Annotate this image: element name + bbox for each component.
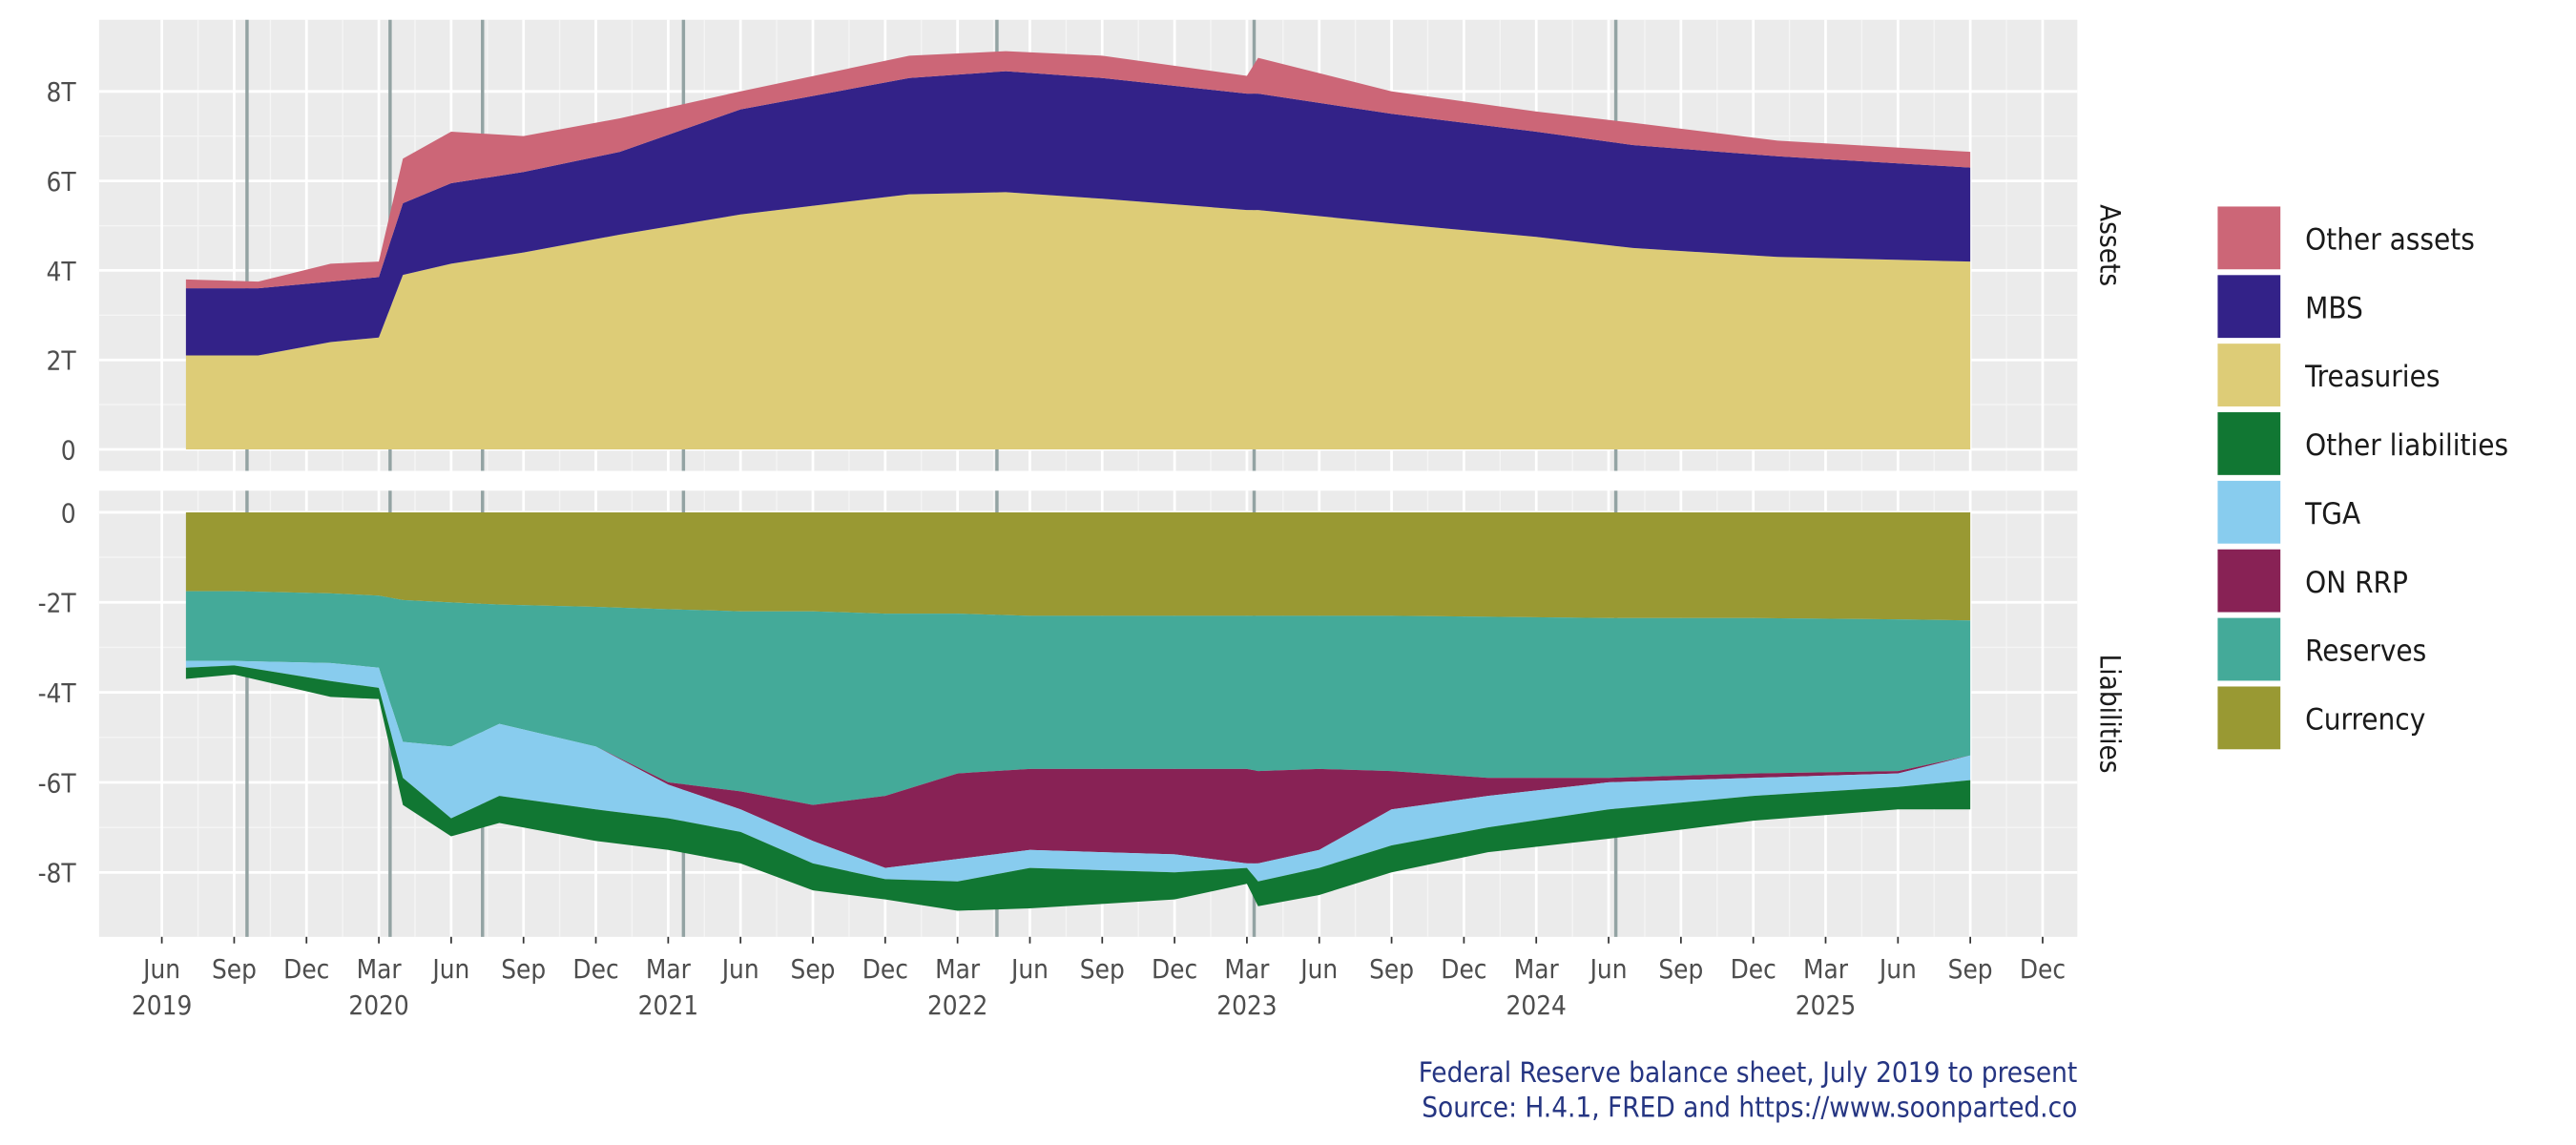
strip-label-liabilities: Liabilities bbox=[2094, 655, 2127, 774]
x-tick-label: Sep bbox=[1080, 953, 1125, 985]
x-year-label: 2024 bbox=[1506, 989, 1567, 1021]
area-mbs bbox=[185, 71, 1971, 356]
x-tick-label: Jun bbox=[720, 953, 759, 985]
x-year-label: 2020 bbox=[348, 989, 408, 1021]
legend-item: Reserves bbox=[2217, 617, 2426, 681]
panel-assets: 0 2T 4T 6T 8T Assets bbox=[47, 19, 2127, 471]
legend-swatch bbox=[2217, 549, 2281, 613]
legend-item: MBS bbox=[2217, 275, 2363, 339]
legend-label: ON RRP bbox=[2305, 566, 2408, 600]
area-other-assets bbox=[185, 51, 1971, 289]
area-currency bbox=[185, 511, 1971, 621]
legend-item: ON RRP bbox=[2217, 549, 2408, 613]
legend-swatch bbox=[2217, 686, 2281, 750]
legend-item: Treasuries bbox=[2217, 344, 2440, 406]
legend-label: Reserves bbox=[2305, 635, 2426, 669]
area-reserves bbox=[185, 591, 1971, 805]
caption-title: Federal Reserve balance sheet, July 2019… bbox=[1419, 1056, 2078, 1089]
x-tick-label: Dec bbox=[572, 953, 618, 985]
y-tick-label: 4T bbox=[47, 256, 77, 287]
legend-swatch bbox=[2217, 275, 2281, 339]
legend-label: Other assets bbox=[2305, 222, 2475, 257]
x-tick-label: Jun bbox=[430, 953, 469, 985]
x-tick-label: Dec bbox=[1731, 953, 1776, 985]
x-tick-label: Sep bbox=[1948, 953, 1993, 985]
legend-label: TGA bbox=[2304, 497, 2360, 531]
legend-label: Currency bbox=[2305, 702, 2425, 737]
x-tick-label: Sep bbox=[501, 953, 546, 985]
y-tick-label: 8T bbox=[47, 76, 77, 108]
x-tick-label: Sep bbox=[1658, 953, 1703, 985]
y-tick-label: 2T bbox=[47, 345, 77, 377]
x-tick-label: Sep bbox=[791, 953, 836, 985]
x-year-label: 2021 bbox=[638, 989, 698, 1021]
legend-item: Other liabilities bbox=[2217, 412, 2508, 475]
area-other-liabilities bbox=[185, 665, 1971, 911]
y-tick-label: -4T bbox=[38, 677, 77, 709]
legend-swatch bbox=[2217, 344, 2281, 406]
panel-liabilities: 0 -2T -4T -6T -8T Liabilities bbox=[38, 490, 2127, 937]
legend-label: Treasuries bbox=[2304, 360, 2440, 394]
x-tick-label: Mar bbox=[357, 953, 403, 985]
legend-item: Currency bbox=[2217, 686, 2425, 750]
x-tick-label: Dec bbox=[1152, 953, 1197, 985]
legend-swatch bbox=[2217, 412, 2281, 475]
area-tga bbox=[185, 660, 1971, 882]
legend: Other assets MBS Treasuries Other liabiliti… bbox=[2217, 206, 2508, 750]
x-tick-label: Mar bbox=[646, 953, 692, 985]
x-tick-label: Jun bbox=[1589, 953, 1628, 985]
x-tick-label: Sep bbox=[1369, 953, 1414, 985]
legend-item: TGA bbox=[2217, 480, 2360, 544]
x-tick-label: Jun bbox=[1009, 953, 1049, 985]
x-tick-label: Jun bbox=[1878, 953, 1917, 985]
area-treasuries bbox=[185, 192, 1971, 449]
panels: 0 2T 4T 6T 8T Assets 0 -2T -4T -6T -8T Liabilities bbox=[38, 19, 2127, 937]
x-tick-label: Dec bbox=[283, 953, 329, 985]
x-tick-label: Mar bbox=[935, 953, 981, 985]
legend-swatch bbox=[2217, 617, 2281, 681]
x-tick-label: Dec bbox=[862, 953, 908, 985]
x-tick-label: Jun bbox=[1298, 953, 1338, 985]
x-tick-label: Sep bbox=[212, 953, 257, 985]
y-tick-label: 6T bbox=[47, 166, 77, 198]
x-year-label: 2022 bbox=[927, 989, 987, 1021]
x-year-label: 2025 bbox=[1796, 989, 1856, 1021]
x-tick-label: Mar bbox=[1224, 953, 1270, 985]
strip-label-assets: Assets bbox=[2094, 204, 2127, 286]
area-on-rrp bbox=[185, 660, 1971, 868]
x-tick-label: Dec bbox=[2020, 953, 2066, 985]
x-tick-label: Dec bbox=[1441, 953, 1486, 985]
x-axis: Jun 2019 Sep Dec Mar 2020 Jun Sep Dec Mar 2021 Jun S… bbox=[132, 936, 2066, 1021]
y-tick-label: 0 bbox=[61, 497, 76, 529]
x-year-label: 2019 bbox=[132, 989, 192, 1021]
caption-source: Source: H.4.1, FRED and https://www.soon… bbox=[1422, 1092, 2077, 1124]
legend-label: Other liabilities bbox=[2305, 428, 2508, 463]
legend-label: MBS bbox=[2305, 291, 2363, 325]
x-tick-label: Jun bbox=[141, 953, 180, 985]
legend-item: Other assets bbox=[2217, 206, 2475, 270]
legend-swatch bbox=[2217, 480, 2281, 544]
y-tick-label: -2T bbox=[38, 588, 77, 619]
y-tick-label: 0 bbox=[61, 434, 76, 466]
x-year-label: 2023 bbox=[1216, 989, 1277, 1021]
x-tick-label: Mar bbox=[1514, 953, 1560, 985]
y-tick-label: -6T bbox=[38, 767, 77, 799]
y-tick-label: -8T bbox=[38, 858, 77, 889]
legend-swatch bbox=[2217, 206, 2281, 270]
x-tick-label: Mar bbox=[1803, 953, 1849, 985]
